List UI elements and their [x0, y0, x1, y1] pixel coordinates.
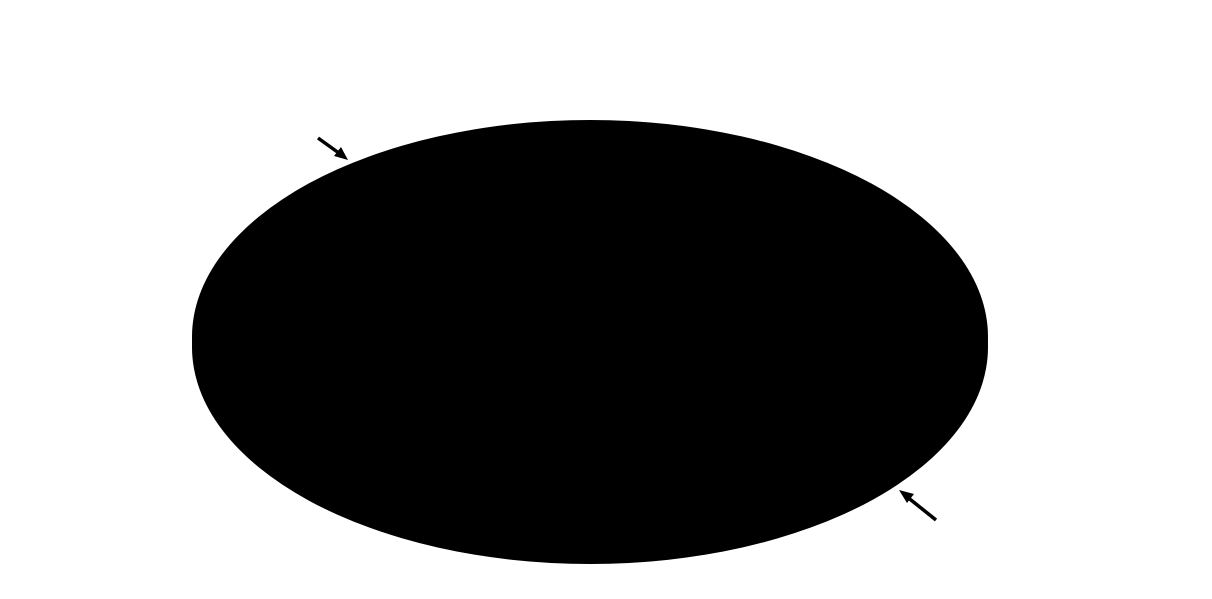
entry-arrow — [316, 136, 348, 160]
wafer-top-surface — [192, 120, 988, 554]
exit-arrow — [899, 490, 938, 522]
